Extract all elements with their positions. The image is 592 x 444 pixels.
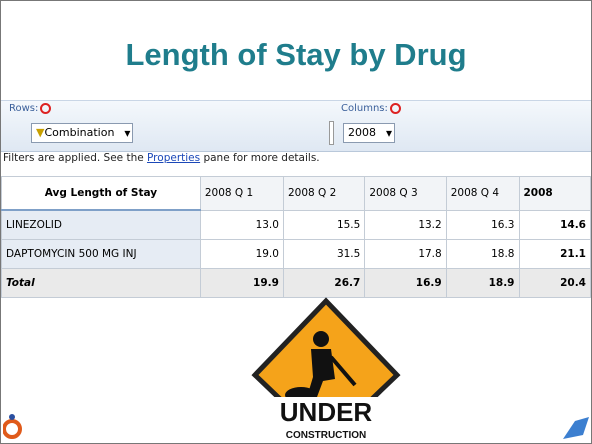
cell: 26.7: [283, 269, 364, 298]
row-header: DAPTOMYCIN 500 MG INJ: [2, 240, 201, 269]
filter-text: pane for more details.: [200, 152, 320, 164]
slide-title: Length of Stay by Drug: [1, 37, 591, 73]
column-header: 2008 Q 1: [200, 177, 283, 211]
cell: 17.8: [365, 240, 446, 269]
cell: 21.1: [519, 240, 591, 269]
sign-line2: CONSTRUCTION: [286, 430, 367, 441]
columns-dropdown[interactable]: 2008: [343, 123, 395, 143]
filter-note: Filters are applied. See the Properties …: [3, 152, 320, 164]
slide: Length of Stay by Drug Rows: ▼Combinatio…: [0, 0, 592, 444]
column-header: 2008: [519, 177, 591, 211]
column-header: 2008 Q 4: [446, 177, 519, 211]
cell: 19.9: [200, 269, 283, 298]
construction-sign: UNDER CONSTRUCTION: [251, 297, 401, 443]
column-header: 2008 Q 3: [365, 177, 446, 211]
cell: 13.0: [200, 210, 283, 240]
row-header: Total: [2, 269, 201, 298]
cell: 18.9: [446, 269, 519, 298]
cell: 20.4: [519, 269, 591, 298]
rows-dropdown[interactable]: ▼Combination: [31, 123, 133, 143]
logo-left: [3, 413, 23, 441]
separator: [329, 121, 334, 145]
row-header: LINEZOLID: [2, 210, 201, 240]
column-header: Avg Length of Stay: [2, 177, 201, 211]
logo-right: [561, 415, 591, 441]
sign-line1: UNDER: [280, 397, 373, 427]
cell: 31.5: [283, 240, 364, 269]
properties-link[interactable]: Properties: [147, 152, 200, 164]
rows-value: Combination: [44, 126, 114, 139]
cell: 18.8: [446, 240, 519, 269]
cell: 16.9: [365, 269, 446, 298]
filter-text: Filters are applied. See the: [3, 152, 147, 164]
cell: 15.5: [283, 210, 364, 240]
cell: 19.0: [200, 240, 283, 269]
column-header: 2008 Q 2: [283, 177, 364, 211]
rows-label: Rows:: [9, 103, 51, 114]
cell: 16.3: [446, 210, 519, 240]
columns-label: Columns:: [341, 103, 401, 114]
cell: 14.6: [519, 210, 591, 240]
cell: 13.2: [365, 210, 446, 240]
toolbar: Rows: ▼Combination Columns: 2008: [1, 100, 591, 152]
columns-value: 2008: [348, 126, 376, 139]
